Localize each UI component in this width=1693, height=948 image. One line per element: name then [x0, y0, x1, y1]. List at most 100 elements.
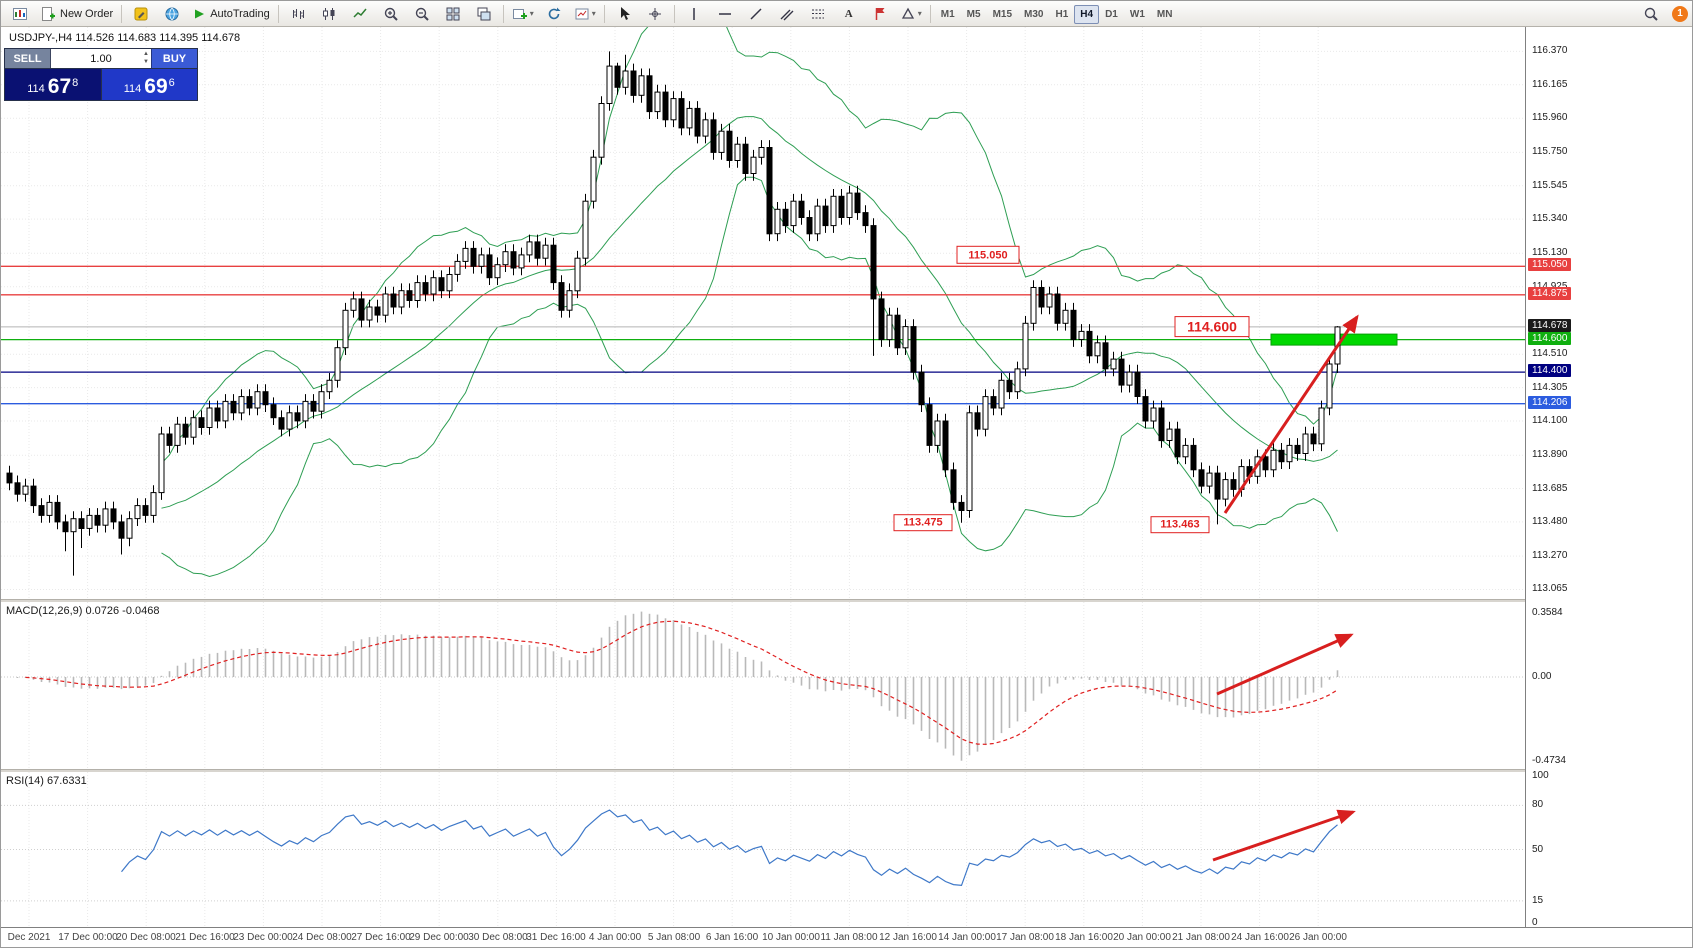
macd-indicator-label: MACD(12,26,9) 0.0726 -0.0468 [6, 605, 160, 617]
level-axis-box: 114.206 [1528, 396, 1572, 409]
price-annotation-label[interactable]: 113.475 [893, 514, 953, 532]
spinner-up-icon[interactable]: ▲ [143, 51, 149, 57]
autotrading-label: AutoTrading [210, 7, 270, 20]
svg-text:113.475: 113.475 [903, 517, 942, 529]
sell-price-big: 67 [47, 75, 72, 98]
vertical-line-button[interactable] [679, 2, 709, 26]
highlight-zone[interactable] [1270, 333, 1398, 346]
axis-tick-label: 114.305 [1532, 382, 1568, 393]
zoom-in-button[interactable] [376, 2, 406, 26]
time-tick-label: 17 Dec 00:00 [58, 932, 118, 943]
buy-button[interactable]: BUY [151, 49, 197, 68]
time-tick-label: 26 Jan 00:00 [1289, 932, 1347, 943]
tile-windows-button[interactable] [438, 2, 468, 26]
text-button[interactable]: A [834, 2, 864, 26]
arrows-tool-button[interactable] [865, 2, 895, 26]
macd-trend-arrow[interactable] [1216, 633, 1354, 696]
community-button[interactable] [157, 2, 187, 26]
sell-price-display[interactable]: 114 67 8 [5, 69, 102, 100]
tile-windows-icon [445, 6, 461, 22]
templates-button[interactable]: ▾ [570, 2, 600, 26]
new-order-button[interactable]: New Order [36, 3, 117, 25]
ohlc-readout: USDJPY-,H4 114.526 114.683 114.395 114.6… [9, 32, 241, 44]
bar-chart-icon [290, 6, 306, 22]
axis-tick-label: 100 [1532, 770, 1549, 781]
main-chart-panel[interactable]: 115.050 114.600 113.475 113.463 [1, 27, 1525, 599]
price-axis[interactable]: 116.370 116.165 115.960 115.750 115.545 115.3… [1525, 27, 1692, 928]
channel-button[interactable] [772, 2, 802, 26]
price-annotation-label[interactable]: 115.050 [956, 245, 1020, 264]
svg-text:113.463: 113.463 [1160, 519, 1199, 531]
crosshair-button[interactable] [640, 2, 670, 26]
time-tick-label: 24 Jan 16:00 [1231, 932, 1289, 943]
price-annotation-label[interactable]: 113.463 [1150, 516, 1210, 534]
grid [1, 772, 1525, 927]
cursor-button[interactable] [609, 2, 639, 26]
time-tick-label: 30 Dec 08:00 [468, 932, 528, 943]
rsi-line [121, 809, 1338, 887]
time-tick-label: 18 Jan 16:00 [1055, 932, 1113, 943]
timeframe-M5[interactable]: M5 [961, 5, 987, 24]
cycle-button[interactable] [539, 2, 569, 26]
time-tick-label: 17 Jan 08:00 [996, 932, 1054, 943]
price-annotation-label[interactable]: 114.600 [1174, 316, 1250, 338]
timeframe-D1[interactable]: D1 [1099, 5, 1124, 24]
axis-tick-label: 0.00 [1532, 671, 1552, 682]
crosshair-icon [647, 6, 663, 22]
volume-spinner[interactable]: ▲ ▼ [143, 50, 149, 66]
timeframe-W1[interactable]: W1 [1124, 5, 1151, 24]
axis-tick-label: 115.340 [1532, 213, 1568, 224]
axis-tick-label: 80 [1532, 799, 1544, 810]
cascade-windows-button[interactable] [469, 2, 499, 26]
buy-price-big: 69 [144, 75, 168, 98]
cascade-windows-icon [476, 6, 492, 22]
rsi-trend-arrow[interactable] [1212, 809, 1356, 862]
sell-button[interactable]: SELL [5, 49, 51, 68]
bar-chart-button[interactable] [283, 2, 313, 26]
toolbar-separator [673, 4, 675, 23]
timeframe-M30[interactable]: M30 [1018, 5, 1049, 24]
time-tick-label: 29 Dec 00:00 [409, 932, 469, 943]
autotrading-button[interactable]: AutoTrading [188, 3, 274, 25]
macd-panel[interactable] [1, 602, 1525, 769]
fibonacci-button[interactable] [803, 2, 833, 26]
buy-price-display[interactable]: 114 69 6 [101, 69, 197, 100]
macd-histogram [16, 611, 1339, 761]
candlestick-icon [321, 6, 337, 22]
horizontal-line-button[interactable] [710, 2, 740, 26]
axis-tick-label: 114.925 [1532, 281, 1567, 292]
time-tick-label: 21 Jan 08:00 [1172, 932, 1230, 943]
timeframe-H1[interactable]: H1 [1049, 5, 1074, 24]
line-chart-button[interactable] [345, 2, 375, 26]
rsi-indicator-label: RSI(14) 67.6331 [6, 775, 87, 787]
candlestick-chart-button[interactable] [314, 2, 344, 26]
rsi-panel[interactable] [1, 772, 1525, 927]
axis-tick-label: 0.3584 [1532, 607, 1563, 618]
text-icon: A [844, 7, 853, 20]
spinner-down-icon[interactable]: ▼ [143, 59, 149, 65]
notification-badge[interactable]: 1 [1672, 5, 1688, 22]
horizontal-line-icon [717, 6, 733, 22]
search-button[interactable] [1636, 2, 1666, 26]
timeframe-M15[interactable]: M15 [987, 5, 1018, 24]
time-tick-label: 10 Jan 00:00 [762, 932, 820, 943]
indicators-button[interactable]: ▾ [508, 2, 538, 26]
timeframe-M1[interactable]: M1 [935, 5, 961, 24]
new-chart-button[interactable] [5, 2, 35, 26]
axis-tick-label: 113.480 [1532, 516, 1568, 527]
volume-input[interactable]: 1.00 ▲ ▼ [51, 49, 151, 68]
zoom-out-icon [414, 6, 430, 22]
trendline-button[interactable] [741, 2, 771, 26]
fibonacci-icon [810, 6, 826, 22]
timeframe-H4[interactable]: H4 [1074, 4, 1100, 24]
time-axis[interactable]: Dec 2021 17 Dec 00:00 20 Dec 08:00 21 Dec 1… [1, 927, 1692, 947]
timeframe-MN[interactable]: MN [1151, 5, 1179, 24]
svg-text:115.050: 115.050 [968, 249, 1007, 261]
zoom-out-button[interactable] [407, 2, 437, 26]
time-tick-label: 12 Jan 16:00 [879, 932, 937, 943]
metaeditor-button[interactable] [126, 2, 156, 26]
toolbar-separator [277, 4, 279, 23]
shapes-button[interactable]: ▾ [896, 2, 926, 26]
axis-tick-label: 115.545 [1532, 180, 1568, 191]
trend-arrow[interactable] [1223, 314, 1359, 514]
